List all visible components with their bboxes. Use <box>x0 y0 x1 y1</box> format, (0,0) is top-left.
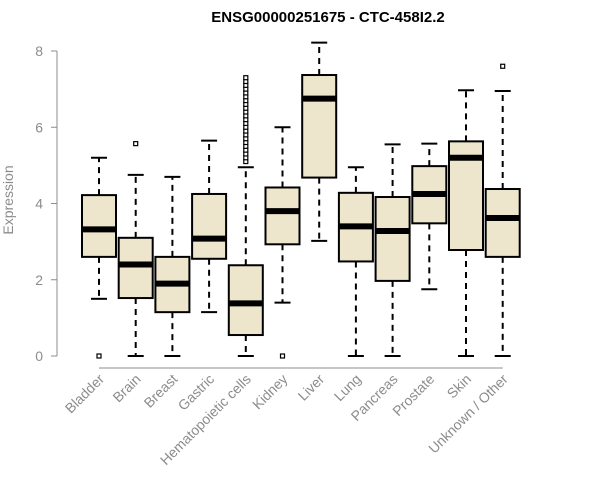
box-unknown-other <box>484 63 521 357</box>
category-label: Liver <box>295 371 328 404</box>
box-brain <box>117 141 154 357</box>
box-lung <box>337 166 374 357</box>
category-label: Brain <box>109 371 143 405</box>
box-skin <box>448 89 484 357</box>
box-bladder <box>81 156 117 359</box>
box-breast <box>154 175 191 357</box>
category-label: Bladder <box>62 371 108 417</box>
category-label: Kidney <box>249 371 291 413</box>
iqr-box <box>374 196 411 282</box>
outlier-point <box>133 141 139 147</box>
iqr-box <box>117 236 154 300</box>
outlier-point <box>279 353 286 359</box>
iqr-box <box>81 194 117 258</box>
y-tick-label: 6 <box>35 119 43 135</box>
y-tick-label: 2 <box>35 272 43 288</box>
iqr-box <box>301 74 338 179</box>
y-tick-label: 0 <box>35 348 43 364</box>
box-prostate <box>411 142 448 291</box>
y-axis-label: Expression <box>0 165 16 234</box>
iqr-box <box>264 186 301 246</box>
boxes-group <box>81 41 521 359</box>
iqr-box <box>227 264 264 337</box>
y-tick-label: 8 <box>35 43 43 59</box>
box-gastric <box>191 139 228 314</box>
y-axis: 0 2 4 6 8 <box>35 43 58 364</box>
box-hematopoietic-cells <box>227 75 264 357</box>
chart-title: ENSG00000251675 - CTC-458I2.2 <box>211 9 444 26</box>
outlier-point <box>500 63 506 69</box>
category-label: Skin <box>444 371 475 402</box>
category-label: Lung <box>331 371 364 404</box>
outlier-point <box>243 75 249 81</box>
box-liver <box>301 41 338 242</box>
box-pancreas <box>374 143 411 357</box>
y-tick-label: 4 <box>35 196 43 212</box>
box-kidney <box>264 126 301 359</box>
category-label: Breast <box>141 371 181 411</box>
iqr-box <box>191 192 228 260</box>
outlier-point <box>96 353 102 359</box>
iqr-box <box>484 188 521 258</box>
